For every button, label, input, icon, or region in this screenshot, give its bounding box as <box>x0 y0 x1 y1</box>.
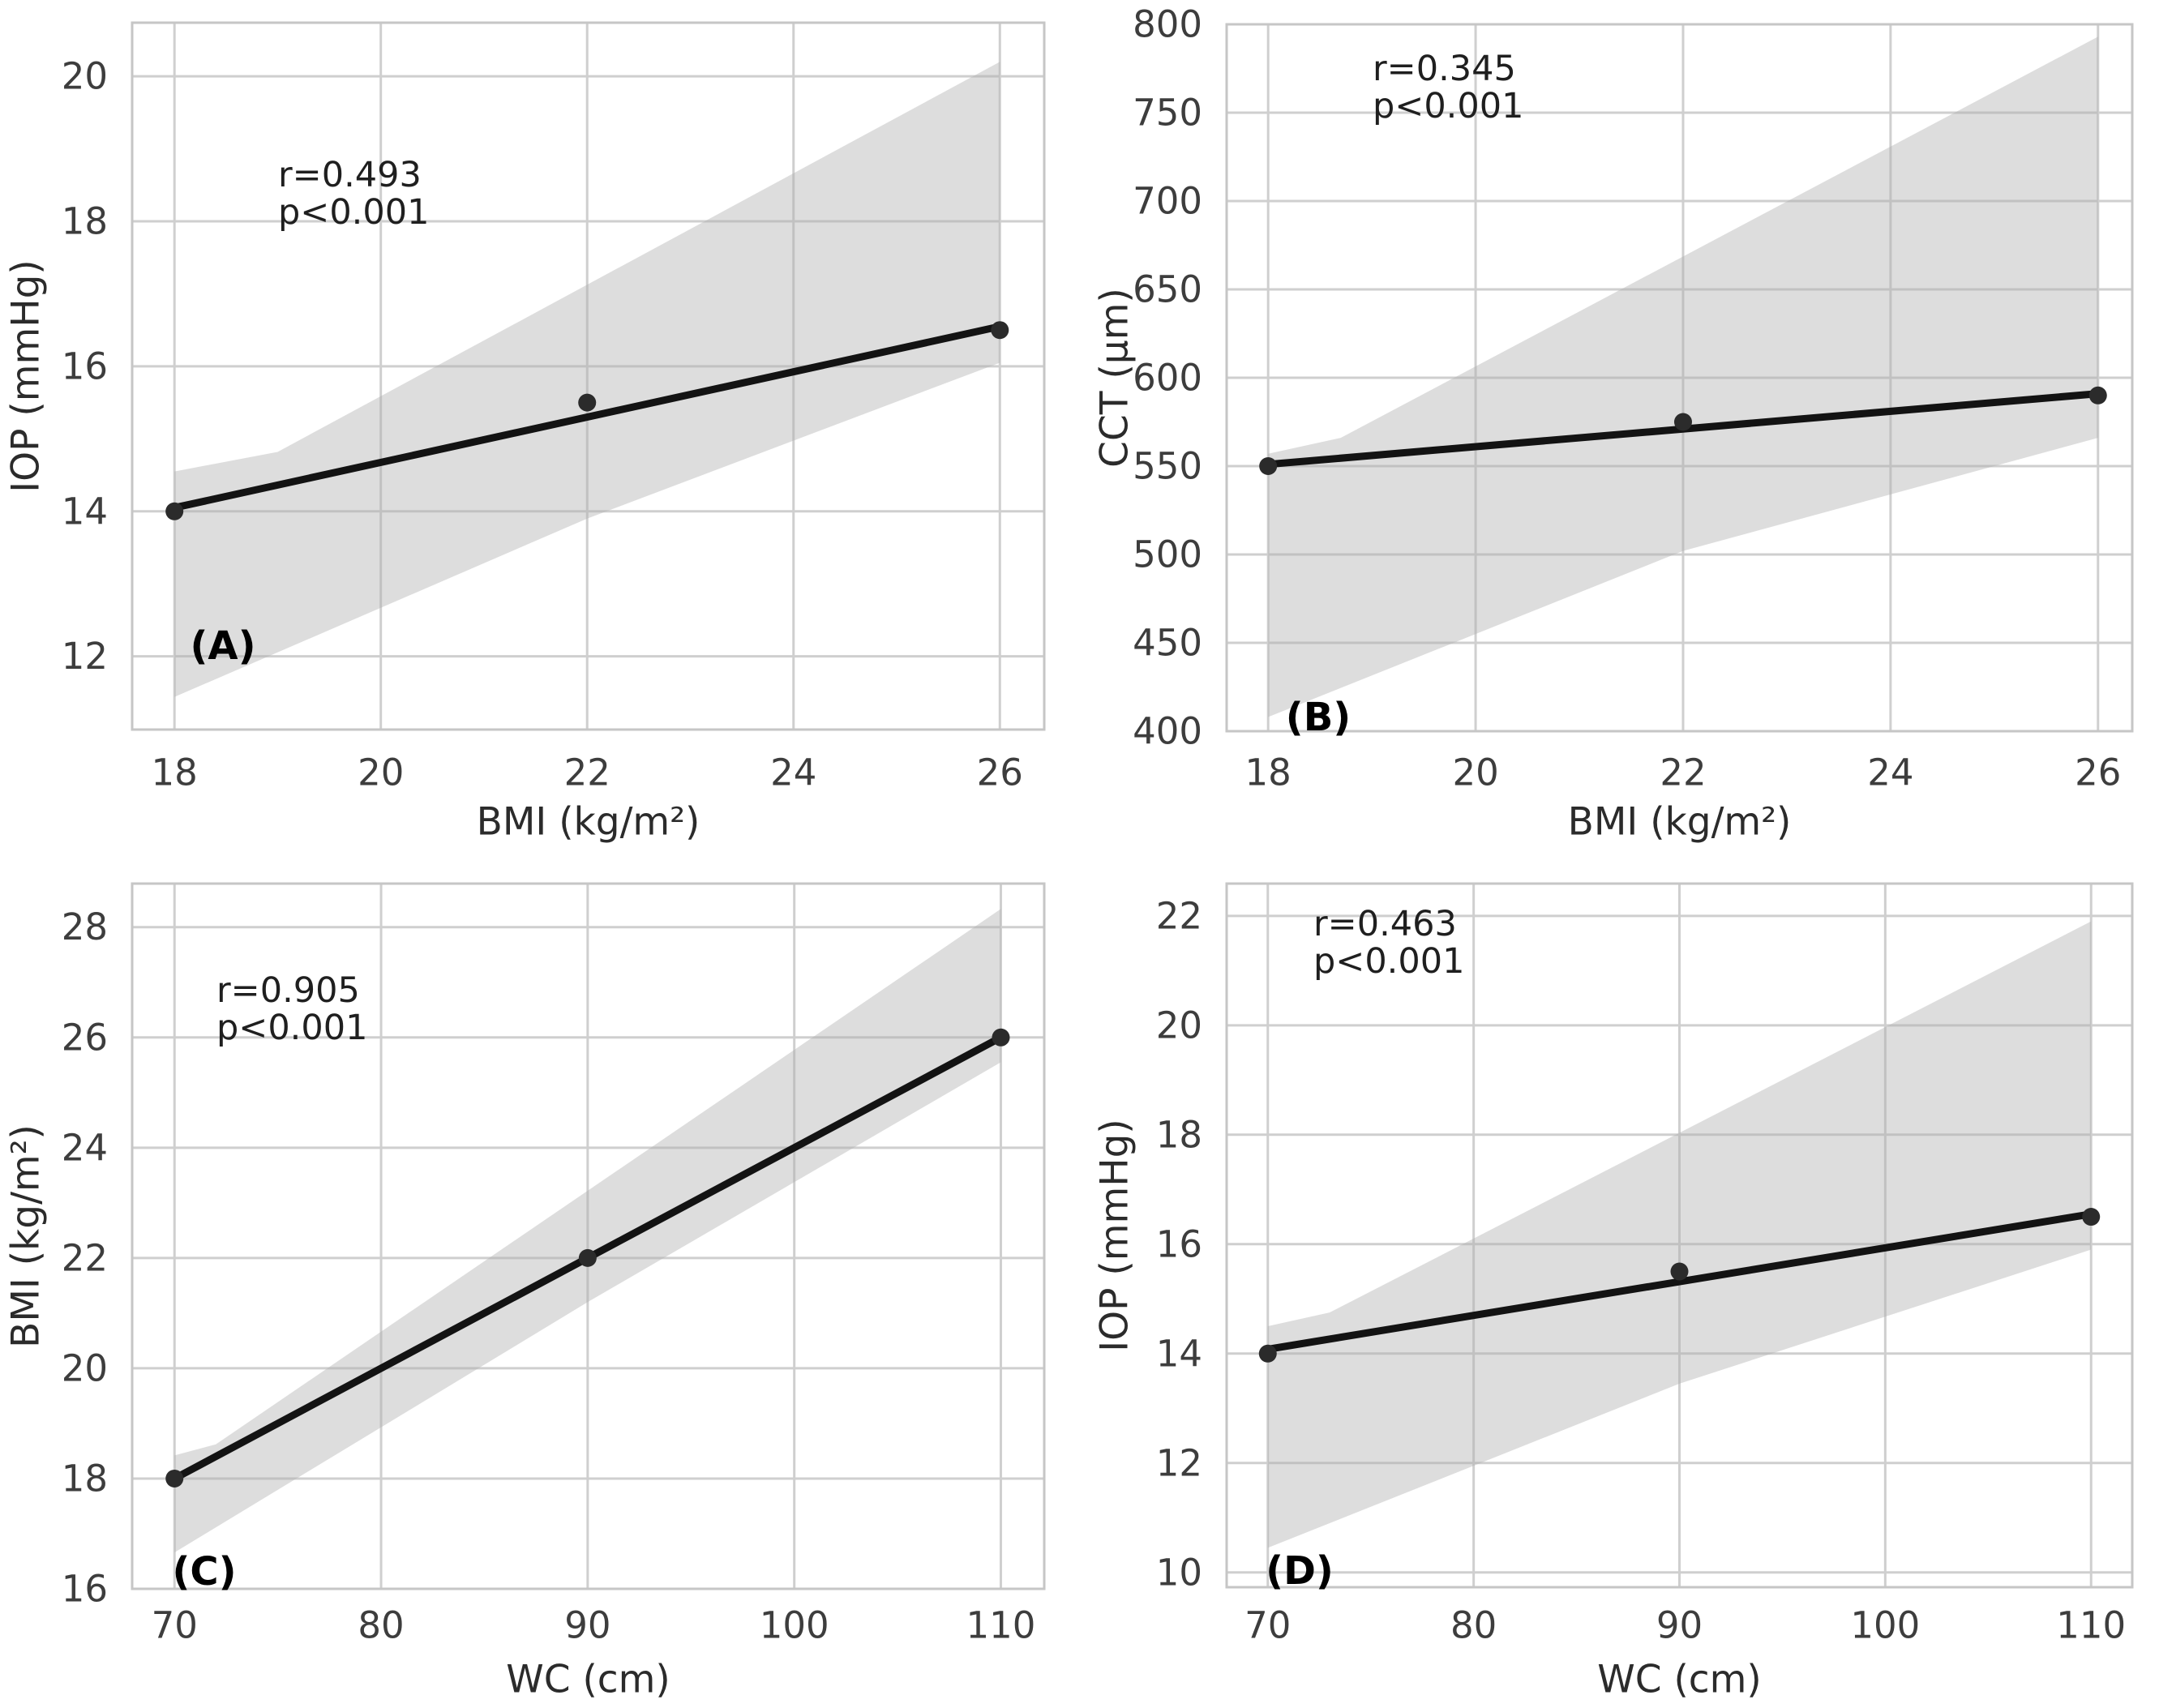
x-tick-label: 100 <box>760 1604 829 1647</box>
y-tick-label: 500 <box>1133 533 1202 576</box>
x-axis-label: BMI (kg/m²) <box>1568 800 1792 845</box>
x-tick-label: 22 <box>564 751 610 794</box>
panel-letter: (C) <box>172 1549 236 1595</box>
confidence-band <box>174 62 1000 697</box>
panel-letter: (B) <box>1286 695 1351 740</box>
x-axis-label: WC (cm) <box>506 1658 670 1702</box>
p-value-annotation: p<0.001 <box>278 192 429 233</box>
y-tick-label: 20 <box>62 1346 108 1389</box>
y-tick-label: 16 <box>62 345 108 387</box>
y-tick-label: 14 <box>1156 1332 1202 1375</box>
panel-c-chart: 16 18 20 22 24 26 28 70 80 90 100 110 WC (cm) BMI (kg… <box>4 882 1046 1702</box>
x-tick-label: 24 <box>770 751 816 794</box>
x-tick-label: 22 <box>1660 751 1706 794</box>
x-tick-label: 80 <box>358 1604 404 1647</box>
y-tick-label: 10 <box>1156 1551 1202 1594</box>
x-tick-label: 18 <box>152 751 198 794</box>
x-tick-label: 20 <box>1452 751 1498 794</box>
data-point <box>2088 386 2107 405</box>
y-tick-label: 22 <box>62 1236 108 1279</box>
data-point <box>578 393 597 412</box>
x-axis-label: BMI (kg/m²) <box>477 800 700 845</box>
r-value-annotation: r=0.463 <box>1313 904 1457 944</box>
y-tick-label: 800 <box>1133 3 1202 46</box>
y-axis-label: CCT (μm) <box>1093 288 1137 468</box>
y-tick-label: 12 <box>1156 1441 1202 1484</box>
y-tick-label: 650 <box>1133 268 1202 311</box>
x-tick-label: 90 <box>1656 1604 1703 1647</box>
y-axis-label: IOP (mmHg) <box>4 259 49 493</box>
y-tick-label: 16 <box>1156 1222 1202 1265</box>
plot-frame <box>1225 23 2134 733</box>
panel-letter: (D) <box>1266 1548 1334 1594</box>
data-point <box>1259 457 1278 475</box>
r-value-annotation: r=0.493 <box>278 155 422 195</box>
p-value-annotation: p<0.001 <box>1373 86 1523 126</box>
panel-letter: (A) <box>190 623 255 669</box>
y-tick-label: 700 <box>1133 180 1202 223</box>
x-tick-label: 100 <box>1850 1604 1920 1647</box>
x-tick-label: 26 <box>2075 751 2121 794</box>
y-tick-label: 400 <box>1133 710 1202 753</box>
y-tick-label: 18 <box>62 200 108 243</box>
data-point <box>2082 1208 2101 1226</box>
y-tick-label: 18 <box>1156 1113 1202 1156</box>
confidence-band <box>1268 36 2098 717</box>
plot-frame <box>1225 882 2134 1589</box>
y-axis-label: BMI (kg/m²) <box>4 1124 49 1348</box>
confidence-band <box>1267 921 2092 1548</box>
x-axis-label: WC (cm) <box>1597 1658 1762 1702</box>
x-tick-label: 80 <box>1450 1604 1497 1647</box>
y-tick-label: 20 <box>62 55 108 98</box>
y-tick-label: 14 <box>62 490 108 533</box>
data-point <box>991 321 1009 340</box>
p-value-annotation: p<0.001 <box>216 1008 367 1048</box>
regression-line <box>1264 1210 2095 1353</box>
panel-d-chart: 10 12 14 16 18 20 22 70 80 90 100 110 WC (cm) IOP (mm… <box>1093 882 2134 1702</box>
x-tick-label: 110 <box>966 1604 1036 1647</box>
data-point <box>1258 1344 1277 1363</box>
y-tick-label: 750 <box>1133 92 1202 135</box>
x-tick-label: 90 <box>564 1604 610 1647</box>
x-tick-label: 18 <box>1245 751 1292 794</box>
y-tick-label: 20 <box>1156 1004 1202 1047</box>
data-point <box>992 1028 1010 1047</box>
y-tick-label: 550 <box>1133 445 1202 488</box>
regression-line <box>170 323 1004 512</box>
y-tick-label: 600 <box>1133 357 1202 400</box>
y-tick-label: 450 <box>1133 622 1202 665</box>
confidence-band <box>174 909 1001 1553</box>
plot-frame <box>131 21 1046 731</box>
panel-b-chart: 400 450 500 550 600 650 700 750 800 18 20 22 24 26 BMI… <box>1093 3 2134 845</box>
y-tick-label: 16 <box>62 1568 108 1611</box>
data-point <box>165 1469 184 1488</box>
r-value-annotation: r=0.345 <box>1373 49 1516 89</box>
y-tick-label: 18 <box>62 1457 108 1500</box>
y-axis-label: IOP (mmHg) <box>1093 1119 1137 1352</box>
x-tick-label: 26 <box>977 751 1023 794</box>
x-tick-label: 20 <box>358 751 404 794</box>
x-tick-label: 70 <box>1244 1604 1291 1647</box>
y-tick-label: 26 <box>62 1016 108 1059</box>
plot-frame <box>131 882 1046 1590</box>
panel-a-chart: 12 14 16 18 20 18 20 22 24 26 BMI (kg/m²) IOP (mmHg… <box>4 21 1046 845</box>
x-tick-label: 24 <box>1867 751 1913 794</box>
x-tick-label: 70 <box>152 1604 198 1647</box>
x-tick-label: 110 <box>2056 1604 2126 1647</box>
y-tick-label: 12 <box>62 635 108 678</box>
data-point <box>165 502 184 520</box>
data-point <box>1670 1262 1689 1281</box>
data-point <box>1673 413 1692 431</box>
y-tick-label: 28 <box>62 905 108 948</box>
y-tick-label: 24 <box>62 1126 108 1169</box>
p-value-annotation: p<0.001 <box>1313 941 1464 982</box>
r-value-annotation: r=0.905 <box>216 970 360 1011</box>
y-tick-label: 22 <box>1156 894 1202 937</box>
data-point <box>578 1248 597 1267</box>
